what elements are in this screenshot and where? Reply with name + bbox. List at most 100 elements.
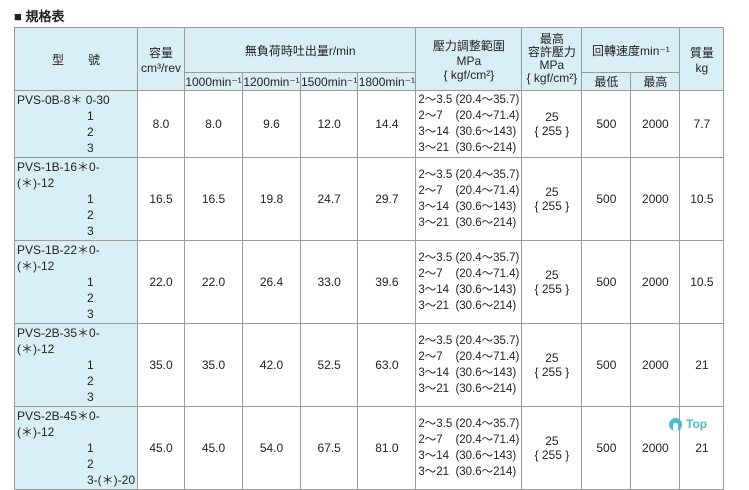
model-line: PVS-2B-35＊0-(＊)-12 <box>17 326 100 356</box>
range-line: 2～3.5 (20.4～35.7) <box>418 335 520 347</box>
flow-cell: 8.0 <box>184 90 243 158</box>
model-cell: PVS-0B-8＊ 0-30 1 2 3 <box>14 90 138 158</box>
flow-cell: 22.0 <box>184 240 243 324</box>
model-line: 3 <box>87 307 94 321</box>
range-line: 2～3.5 (20.4～35.7) <box>418 418 520 430</box>
model-line: 2 <box>87 291 94 305</box>
max-pressure-cell: 25{ 255 } <box>521 240 583 324</box>
pressure-range-cell: 2～3.5 (20.4～35.7) 2～7 (20.4～71.4) 3～14 (30… <box>415 323 523 407</box>
header-speed-max: 最高 <box>630 72 681 91</box>
model-cell: PVS-1B-22＊0-(＊)-12 1 2 3 <box>14 240 138 324</box>
mass-cell: 10.5 <box>679 157 725 241</box>
flow-cell: 67.5 <box>299 406 359 490</box>
top-link-label[interactable]: Top <box>686 417 708 431</box>
max-pressure-cell: 25{ 255 } <box>521 406 583 490</box>
range-line: 3～14 (30.6～143) <box>418 126 517 138</box>
model-line: 1 <box>87 275 94 289</box>
max-pressure-cell: 25{ 255 } <box>521 323 583 407</box>
speed-max-cell: 2000 <box>630 90 681 158</box>
table-row: PVS-2B-45＊0-(＊)-12 1 2 3-(＊)-20 45.0 45.0 54.0… <box>14 406 725 490</box>
flow-cell: 33.0 <box>299 240 359 324</box>
section-title: ■ 規格表 <box>14 9 65 24</box>
flow-cell: 35.0 <box>184 323 243 407</box>
mass-cell: 7.7 <box>679 90 725 158</box>
model-cell: PVS-2B-35＊0-(＊)-12 1 2 3 <box>14 323 138 407</box>
range-line: 2～7 (20.4～71.4) <box>418 268 520 280</box>
speed-min-cell: 500 <box>581 323 632 407</box>
model-line: 1 <box>87 109 94 123</box>
model-line: PVS-0B-8＊ 0-30 <box>17 93 110 107</box>
max-pressure-cell: 25{ 255 } <box>521 157 583 241</box>
capacity-cell: 16.5 <box>137 157 185 241</box>
range-line: 2～3.5 (20.4～35.7) <box>418 252 520 264</box>
spec-table: 型 號 容量 cm³/rev 無負荷時吐出量r/min 壓力調整範圍 MPa{ kg… <box>14 27 725 490</box>
flow-cell: 19.8 <box>242 157 301 241</box>
model-line: PVS-1B-22＊0-(＊)-12 <box>17 243 100 273</box>
pressure-range-cell: 2～3.5 (20.4～35.7) 2～7 (20.4～71.4) 3～14 (30… <box>415 406 523 490</box>
header-max-pressure: 最高 容許壓力 MPa{ kgf/cm²} <box>521 27 583 91</box>
header-flow-1800: 1800min⁻¹ <box>357 72 417 91</box>
range-line: 2～3.5 (20.4～35.7) <box>418 169 520 181</box>
capacity-cell: 35.0 <box>137 323 185 407</box>
speed-min-cell: 500 <box>581 240 632 324</box>
range-line: 2～3.5 (20.4～35.7) <box>418 94 520 106</box>
table-row: PVS-0B-8＊ 0-30 1 2 3 8.0 8.0 9.6 12.0 14.4 2～3.5 … <box>14 90 725 158</box>
speed-max-cell: 2000 <box>630 240 681 324</box>
flow-cell: 24.7 <box>299 157 359 241</box>
header-model: 型 號 <box>14 27 138 91</box>
range-line: 3～14 (30.6～143) <box>418 284 517 296</box>
header-mass: 質量 kg <box>679 27 725 91</box>
table-row: PVS-1B-22＊0-(＊)-12 1 2 3 22.0 22.0 26.4 33.0 39.… <box>14 240 725 324</box>
header-flow: 無負荷時吐出量r/min <box>183 27 417 73</box>
capacity-cell: 8.0 <box>137 90 185 158</box>
pressure-range-cell: 2～3.5 (20.4～35.7) 2～7 (20.4～71.4) 3～14 (30… <box>415 240 523 324</box>
top-link[interactable]: Top <box>669 417 707 431</box>
model-line: PVS-2B-45＊0-(＊)-12 <box>17 409 100 439</box>
model-line: 2 <box>87 125 94 139</box>
model-cell: PVS-2B-45＊0-(＊)-12 1 2 3-(＊)-20 <box>14 406 138 490</box>
range-line: 2～7 (20.4～71.4) <box>418 110 520 122</box>
pressure-range-cell: 2～3.5 (20.4～35.7) 2～7 (20.4～71.4) 3～14 (30… <box>415 157 523 241</box>
speed-max-cell: 2000 <box>630 157 681 241</box>
speed-min-cell: 500 <box>581 157 632 241</box>
capacity-cell: 45.0 <box>137 406 185 490</box>
flow-cell: 45.0 <box>184 406 243 490</box>
model-line: 3-(＊)-20 <box>87 473 136 487</box>
header-flow-1000: 1000min⁻¹ <box>184 72 243 91</box>
range-line: 3～21 (30.6～214) <box>418 466 517 478</box>
flow-cell: 63.0 <box>357 323 417 407</box>
header-pressure-range: 壓力調整範圍 MPa{ kgf/cm²} <box>415 27 523 91</box>
flow-cell: 39.6 <box>357 240 417 324</box>
flow-cell: 52.5 <box>299 323 359 407</box>
model-line: 2 <box>87 374 94 388</box>
range-line: 3～21 (30.6～214) <box>418 383 517 395</box>
range-line: 3～21 (30.6～214) <box>418 142 517 154</box>
model-line: 3 <box>87 224 94 238</box>
flow-cell: 42.0 <box>242 323 301 407</box>
mass-cell: 10.5 <box>679 240 725 324</box>
range-line: 3～14 (30.6～143) <box>418 367 517 379</box>
flow-cell: 81.0 <box>357 406 417 490</box>
flow-cell: 54.0 <box>242 406 301 490</box>
model-cell: PVS-1B-16＊0-(＊)-12 1 2 3 <box>14 157 138 241</box>
mass-cell: 21 <box>679 323 725 407</box>
range-line: 3～14 (30.6～143) <box>418 201 517 213</box>
model-line: 1 <box>87 358 94 372</box>
header-speed: 回轉速度min⁻¹ <box>581 27 681 73</box>
model-line: 3 <box>87 390 94 404</box>
header-flow-1200: 1200min⁻¹ <box>242 72 301 91</box>
flow-cell: 26.4 <box>242 240 301 324</box>
speed-min-cell: 500 <box>581 406 632 490</box>
model-line: 3 <box>87 141 94 155</box>
range-line: 3～14 (30.6～143) <box>418 450 517 462</box>
speed-min-cell: 500 <box>581 90 632 158</box>
range-line: 2～7 (20.4～71.4) <box>418 185 520 197</box>
pressure-range-cell: 2～3.5 (20.4～35.7) 2～7 (20.4～71.4) 3～14 (30… <box>415 90 523 158</box>
speed-max-cell: 2000 <box>630 323 681 407</box>
flow-cell: 14.4 <box>357 90 417 158</box>
model-line: 1 <box>87 192 94 206</box>
max-pressure-cell: 25{ 255 } <box>521 90 583 158</box>
range-line: 2～7 (20.4～71.4) <box>418 434 520 446</box>
range-line: 3～21 (30.6～214) <box>418 217 517 229</box>
flow-cell: 29.7 <box>357 157 417 241</box>
